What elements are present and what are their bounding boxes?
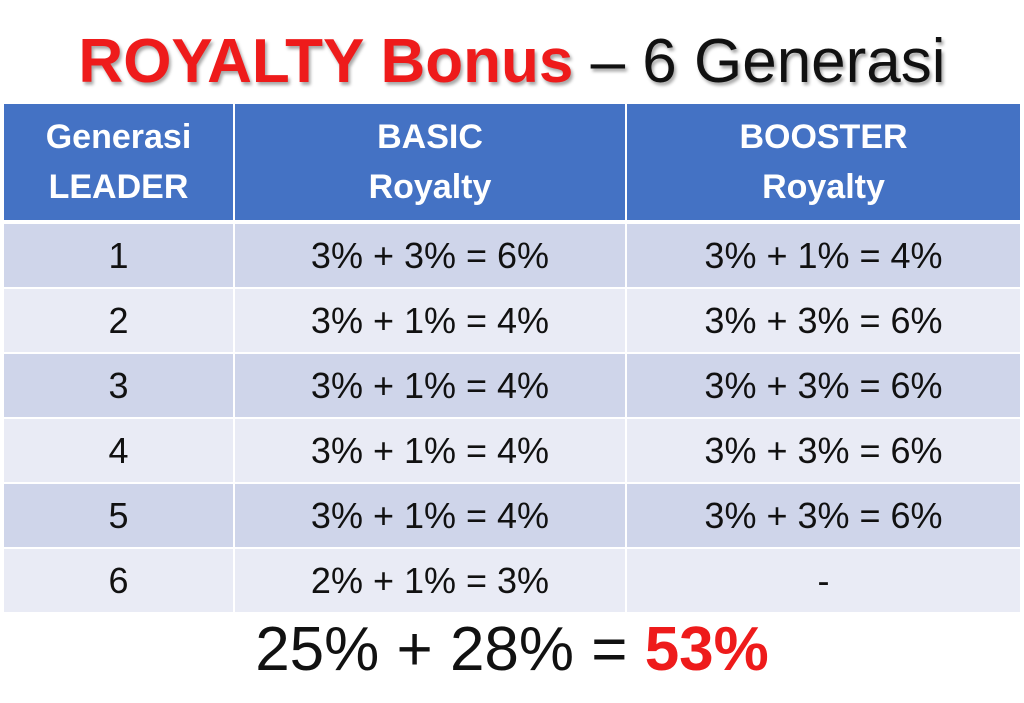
booster-royalty-cell: 3% + 1% = 4% [626,222,1020,289]
header-line: Royalty [762,168,885,206]
table-row: 3 3% + 1% = 4% 3% + 3% = 6% [4,353,1020,419]
generation-cell: 6 [4,548,235,614]
basic-royalty-cell: 3% + 1% = 4% [234,288,627,354]
table-row: 1 3% + 3% = 6% 3% + 1% = 4% [4,222,1020,289]
generation-cell: 4 [4,418,235,484]
booster-royalty-cell: 3% + 3% = 6% [626,288,1020,354]
booster-royalty-cell: 3% + 3% = 6% [626,483,1020,549]
header-line: LEADER [48,168,189,206]
header-line: Royalty [368,168,492,206]
generation-cell: 2 [4,288,235,354]
page-title: ROYALTY Bonus – 6 Generasi [0,22,1024,102]
basic-royalty-cell: 2% + 1% = 3% [234,548,627,614]
header-line: BOOSTER [739,118,908,156]
basic-royalty-cell: 3% + 1% = 4% [234,483,627,549]
total-formula: 25% + 28% = 53% [0,610,1024,690]
basic-royalty-cell: 3% + 1% = 4% [234,418,627,484]
header-line: Generasi [45,118,192,156]
generation-cell: 3 [4,353,235,419]
booster-royalty-cell: 3% + 3% = 6% [626,418,1020,484]
total-expression: 25% + 28% = [255,615,645,684]
generation-cell: 1 [4,222,235,289]
table-row: 4 3% + 1% = 4% 3% + 3% = 6% [4,418,1020,484]
basic-royalty-cell: 3% + 1% = 4% [234,353,627,419]
title-rest: – 6 Generasi [573,27,946,96]
header-line: BASIC [377,118,483,156]
booster-royalty-cell: 3% + 3% = 6% [626,353,1020,419]
basic-royalty-cell: 3% + 3% = 6% [234,222,627,289]
generation-cell: 5 [4,483,235,549]
table-row: 2 3% + 1% = 4% 3% + 3% = 6% [4,288,1020,354]
booster-royalty-cell: - [626,548,1020,614]
total-result: 53% [644,615,769,684]
table-row: 6 2% + 1% = 3% - [4,548,1020,614]
royalty-table: Generasi LEADER BASIC Royalty BOOSTER Ro… [4,104,1020,614]
table-header-row: Generasi LEADER BASIC Royalty BOOSTER Ro… [4,104,1020,224]
header-booster-royalty: BOOSTER Royalty [626,104,1020,224]
title-highlight: ROYALTY Bonus [78,27,574,96]
header-generasi-leader: Generasi LEADER [4,104,235,224]
table-row: 5 3% + 1% = 4% 3% + 3% = 6% [4,483,1020,549]
header-basic-royalty: BASIC Royalty [234,104,627,224]
